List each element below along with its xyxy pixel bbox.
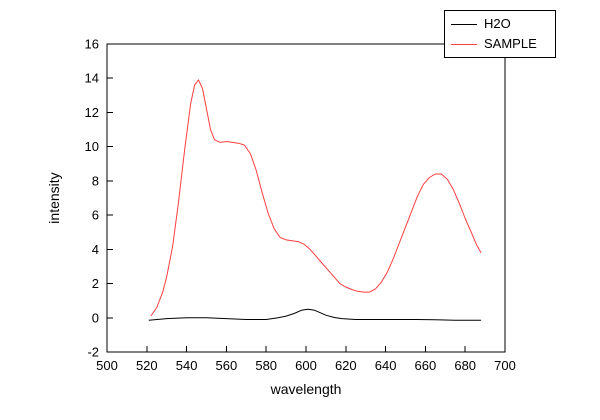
y-tick-label: 10 — [85, 139, 99, 154]
series-line-sample — [150, 79, 482, 317]
y-tick-label: -2 — [87, 345, 99, 360]
y-tick-label: 0 — [92, 310, 99, 325]
x-tick-label: 700 — [494, 358, 516, 373]
x-tick-label: 540 — [176, 358, 198, 373]
x-tick-label: 560 — [216, 358, 238, 373]
y-tick-label: 4 — [92, 242, 99, 257]
legend-item-sample: SAMPLE — [451, 34, 549, 54]
legend-line-swatch-h2o — [451, 23, 477, 25]
y-axis-title: intensity — [46, 172, 62, 223]
series-line-h2o — [148, 308, 482, 321]
plot-frame — [106, 43, 506, 353]
y-tick-label: 16 — [85, 37, 99, 52]
x-tick-label: 660 — [415, 358, 437, 373]
legend: H2O SAMPLE — [444, 10, 556, 58]
x-tick-label: 680 — [454, 358, 476, 373]
y-tick-label: 8 — [92, 173, 99, 188]
y-tick-label: 2 — [92, 276, 99, 291]
legend-label-h2o: H2O — [484, 16, 511, 31]
x-axis-title: wavelength — [270, 381, 342, 397]
x-tick-label: 580 — [255, 358, 277, 373]
x-tick-label: 620 — [335, 358, 357, 373]
legend-label-sample: SAMPLE — [484, 36, 537, 51]
legend-line-swatch-sample — [451, 43, 477, 45]
x-tick-label: 520 — [136, 358, 158, 373]
y-tick-label: 12 — [85, 105, 99, 120]
legend-item-h2o: H2O — [451, 14, 549, 34]
x-tick-label: 600 — [295, 358, 317, 373]
y-tick-label: 14 — [85, 71, 99, 86]
y-tick-label: 6 — [92, 208, 99, 223]
x-tick-label: 640 — [375, 358, 397, 373]
x-tick-label: 500 — [96, 358, 118, 373]
